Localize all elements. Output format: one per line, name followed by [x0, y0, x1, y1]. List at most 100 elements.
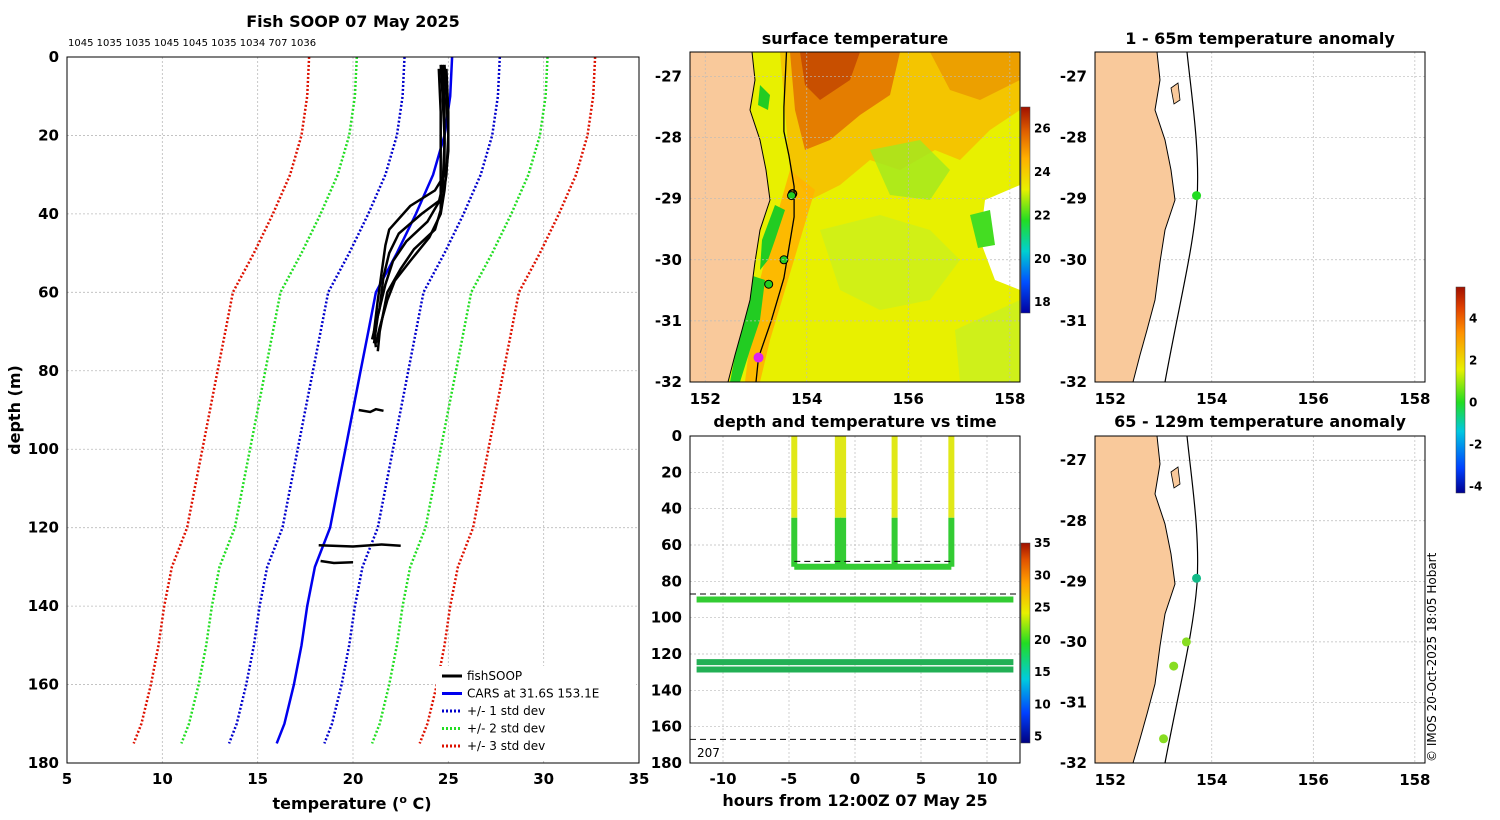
map-lat-label: -29	[1060, 190, 1087, 208]
map-lon-label: 158	[1399, 771, 1430, 789]
profile-ytick-label: 140	[28, 597, 59, 615]
profile-xtick-label: 5	[62, 770, 72, 788]
map-lat-label: -32	[1060, 754, 1087, 772]
fishsoop-profile-line	[358, 407, 384, 414]
profile-xtick-label: 15	[247, 770, 268, 788]
sst-colorbar-tick-label: 20	[1034, 252, 1051, 266]
legend-label: fishSOOP	[467, 669, 522, 683]
profile-ytick-label: 80	[38, 362, 59, 380]
sst-colorbar-tick-label: 18	[1034, 295, 1051, 309]
map-lat-label: -31	[655, 312, 682, 330]
profile-ytick-label: 120	[28, 519, 59, 537]
map-lon-label: 152	[1095, 771, 1126, 789]
map-lat-label: -28	[655, 129, 682, 147]
legend-label: CARS at 31.6S 153.1E	[467, 687, 599, 701]
anomaly-deep-title: 65 - 129m temperature anomaly	[1114, 412, 1406, 431]
sst-colorbar	[1020, 106, 1031, 314]
anomaly-shallow-ticks: 152 154 156 158 -27 -28 -29 -30 -31 -32	[1060, 67, 1431, 408]
map-lat-label: -30	[1060, 633, 1087, 651]
anomaly-colorbar-ticks: 4 2 0 -2 -4	[1469, 312, 1482, 494]
anomaly-shallow-panel: 1 - 65m temperature anomaly 152 154 156 158…	[1060, 29, 1431, 408]
map-lat-label: -28	[1060, 512, 1087, 530]
map-lon-label: 152	[1095, 390, 1126, 408]
map-lat-label: -32	[1060, 373, 1087, 391]
anomaly-colorbar-tick-label: -4	[1469, 480, 1482, 494]
map-lon-label: 154	[791, 390, 822, 408]
td-ytick-label: 120	[651, 645, 682, 663]
map-lon-label: 152	[690, 390, 721, 408]
td-ytick-label: 160	[651, 718, 682, 736]
td-ytick-label: 140	[651, 681, 682, 699]
profile-ytick-label: 180	[28, 754, 59, 772]
profile-ytick-label: 160	[28, 676, 59, 694]
time-depth-title: depth and temperature vs time	[713, 412, 996, 431]
profile-ytick-label: 0	[49, 48, 59, 66]
map-lon-label: 158	[1399, 390, 1430, 408]
sst-marker	[787, 191, 797, 201]
td-colorbar-tick-label: 35	[1034, 536, 1051, 550]
td-colorbar-tick-label: 10	[1034, 697, 1051, 711]
profile-ylabel: depth (m)	[5, 365, 24, 455]
map-lon-label: 156	[893, 390, 924, 408]
td-colorbar-tick-label: 20	[1034, 633, 1051, 647]
anomaly-colorbar-tick-label: 4	[1469, 312, 1477, 326]
anomaly-shallow-axes-box	[1094, 51, 1426, 383]
profile-axes-box	[66, 56, 640, 764]
anomaly-point	[1192, 191, 1202, 201]
anomaly-shallow-title: 1 - 65m temperature anomaly	[1125, 29, 1395, 48]
map-lat-label: -27	[1060, 67, 1087, 85]
std-dev-line	[370, 57, 549, 744]
std-dev-line	[180, 57, 359, 744]
profile-ytick-label: 20	[38, 126, 59, 144]
map-lat-label: -32	[655, 373, 682, 391]
fishsoop-profile-line	[372, 64, 446, 344]
anomaly-point	[1192, 573, 1202, 583]
legend-box	[436, 666, 636, 760]
anomaly-point	[1169, 661, 1179, 671]
anomaly-colorbar	[1455, 286, 1466, 494]
sst-marker	[764, 279, 774, 289]
sst-colorbar-tick-label: 22	[1034, 208, 1051, 222]
td-colorbar-tick-label: 15	[1034, 665, 1051, 679]
profile-ticks: 5 10 15 20 25 30 35 0 20 40 60 80 100 120 140 160 180	[28, 48, 650, 788]
profile-lines	[132, 57, 597, 744]
time-depth-xlabel: hours from 12:00Z 07 May 25	[722, 791, 987, 810]
map-lat-label: -30	[655, 251, 682, 269]
time-depth-axes-box	[689, 435, 1021, 764]
std-dev-line	[323, 57, 502, 744]
profile-xtick-label: 30	[533, 770, 554, 788]
anomaly-colorbar-tick-label: -2	[1469, 438, 1482, 452]
td-ytick-label: 20	[661, 463, 682, 481]
std-dev-line	[227, 57, 406, 744]
map-lat-label: -29	[1060, 572, 1087, 590]
sst-colorbar-ticks: 18 20 22 24 26	[1034, 122, 1051, 309]
td-ytick-label: 100	[651, 609, 682, 627]
sst-axes-box	[689, 51, 1021, 383]
cast-depths-label: 1045 1035 1035 1045 1045 1035 1034 707 1…	[68, 38, 316, 49]
anomaly-deep-map	[1095, 436, 1202, 763]
anomaly-colorbar-tick-label: 0	[1469, 396, 1477, 410]
sst-field	[690, 52, 1020, 382]
profile-title: Fish SOOP 07 May 2025	[246, 12, 460, 31]
map-lat-label: -31	[1060, 693, 1087, 711]
profile-ytick-label: 100	[28, 440, 59, 458]
td-xtick-label: 0	[850, 770, 860, 788]
cars-mean-line	[275, 57, 454, 744]
legend-label: +/- 2 std dev	[467, 722, 545, 736]
map-lon-label: 156	[1298, 390, 1329, 408]
profile-xtick-label: 25	[438, 770, 459, 788]
td-xtick-label: -10	[709, 770, 736, 788]
sst-title: surface temperature	[762, 29, 949, 48]
td-xtick-label: 5	[916, 770, 926, 788]
td-ytick-label: 60	[661, 536, 682, 554]
td-xtick-label: 10	[977, 770, 998, 788]
td-ytick-label: 180	[651, 754, 682, 772]
anomaly-deep-panel: 65 - 129m temperature anomaly 152 154 156 1…	[1060, 286, 1482, 789]
time-depth-data	[690, 436, 1020, 740]
map-lat-label: -28	[1060, 129, 1087, 147]
sst-ticks: 152 154 156 158 -27 -28 -29 -30 -31 -32	[655, 67, 1026, 408]
fishsoop-profile-line	[318, 543, 401, 548]
time-depth-colorbar	[1020, 542, 1031, 744]
profile-panel: Fish SOOP 07 May 2025 1045 1035 1035 104…	[5, 12, 649, 813]
